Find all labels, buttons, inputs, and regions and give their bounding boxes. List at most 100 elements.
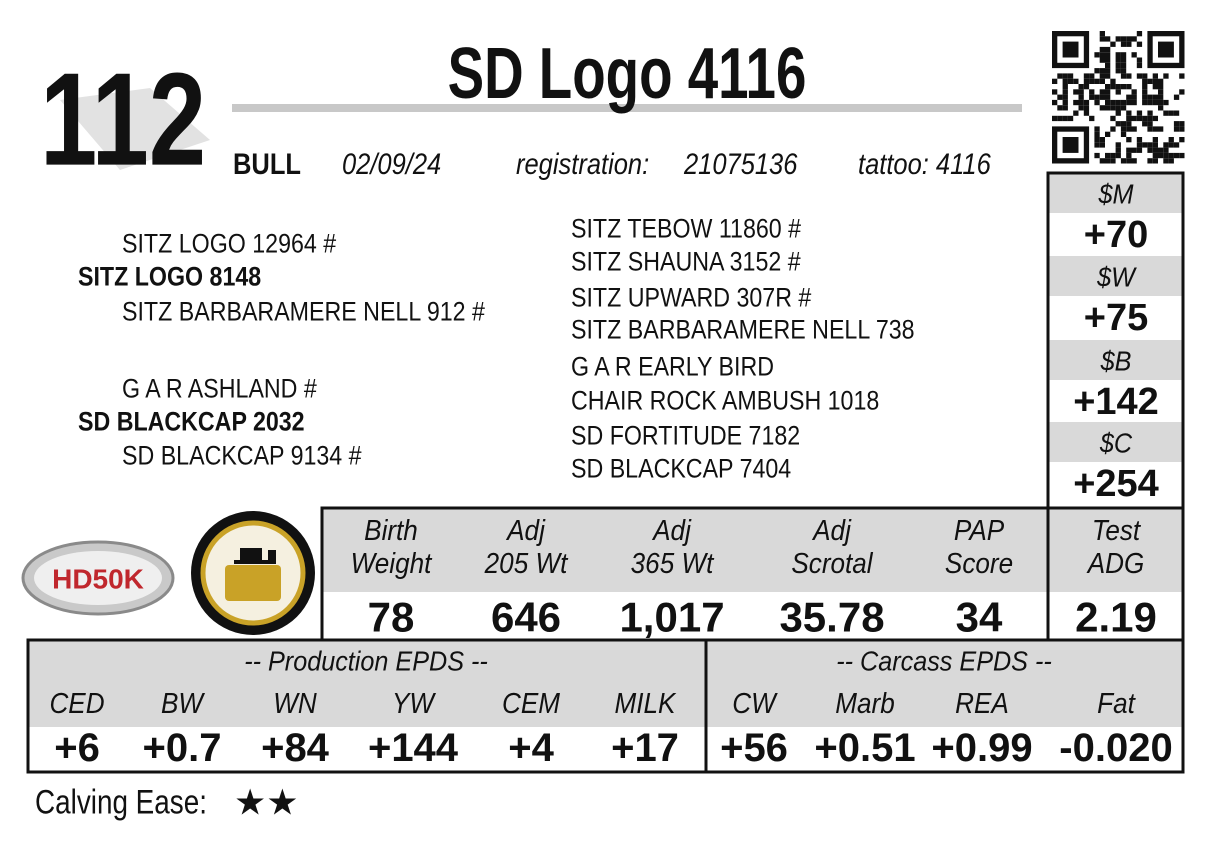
qr-module — [1094, 131, 1100, 137]
qr-module — [1152, 142, 1158, 148]
epd-value: +4 — [508, 726, 554, 770]
epd-header — [28, 640, 1183, 727]
qr-module — [1078, 89, 1084, 95]
qr-module — [1131, 115, 1137, 122]
qr-module — [1115, 147, 1121, 153]
pedigree-parent: SD BLACKCAP 2032 — [78, 407, 305, 437]
watermark — [60, 88, 210, 170]
qr-module — [1142, 121, 1148, 127]
qr-module — [1094, 152, 1100, 159]
qr-module — [1105, 105, 1111, 111]
performance-label: Adj — [811, 514, 851, 547]
qr-module — [1115, 52, 1121, 58]
qr-module — [1094, 126, 1100, 132]
qr-module — [1173, 121, 1180, 127]
qr-module — [1163, 147, 1169, 153]
qr-module — [1136, 41, 1143, 47]
index-value: +254 — [1073, 463, 1159, 505]
qr-module — [1120, 121, 1127, 127]
epd-label: CW — [732, 687, 778, 720]
performance-label: 365 Wt — [631, 547, 715, 580]
index-band — [1048, 340, 1183, 380]
qr-module — [1152, 73, 1158, 79]
performance-label: Adj — [651, 514, 691, 547]
qr-module — [1136, 73, 1143, 79]
qr-module — [1158, 147, 1164, 153]
qr-module — [1152, 84, 1158, 90]
qr-module — [1136, 115, 1143, 122]
qr-module — [1089, 115, 1095, 122]
qr-module — [1163, 152, 1169, 159]
qr-module — [1158, 94, 1164, 100]
qr-module — [1152, 137, 1158, 143]
qr-module — [1067, 78, 1074, 84]
qr-module — [1078, 99, 1084, 106]
qr-module — [1136, 142, 1143, 148]
qr-module — [1099, 36, 1105, 42]
index-value: +75 — [1084, 297, 1148, 339]
qr-module — [1083, 73, 1090, 79]
qr-module — [1147, 158, 1153, 164]
qr-module — [1083, 78, 1090, 84]
qr-module — [1062, 78, 1068, 84]
index-value: +70 — [1084, 214, 1148, 256]
qr-module — [1078, 94, 1084, 100]
hd50k-text: HD50K — [52, 564, 144, 595]
index-band — [1048, 422, 1183, 462]
title-rule — [232, 104, 1022, 112]
qr-module — [1136, 137, 1143, 143]
epd-value: +0.99 — [931, 726, 1032, 770]
epd-section-title: -- Production EPDS -- — [244, 645, 488, 677]
qr-module — [1158, 78, 1164, 84]
qr-module — [1126, 121, 1132, 127]
performance-value: 1,017 — [619, 594, 724, 641]
qr-module — [1179, 89, 1185, 95]
qr-module — [1120, 52, 1127, 58]
pedigree-parent: SITZ LOGO 8148 — [78, 262, 261, 292]
qr-finder — [1062, 41, 1079, 58]
pedigree-ancestor: CHAIR ROCK AMBUSH 1018 — [571, 386, 879, 416]
qr-module — [1136, 62, 1143, 69]
epd-section-title: -- Carcass EPDS -- — [836, 645, 1052, 677]
qr-module — [1158, 84, 1164, 90]
qr-module — [1126, 110, 1132, 116]
qr-module — [1089, 89, 1095, 95]
qr-module — [1089, 94, 1095, 100]
qr-module — [1179, 137, 1185, 143]
qr-module — [1094, 68, 1100, 74]
epd-label: Marb — [835, 687, 894, 720]
qr-module — [1126, 94, 1132, 100]
qr-module — [1131, 147, 1137, 153]
qr-module — [1131, 89, 1137, 95]
qr-module — [1173, 94, 1180, 100]
performance-label: Adj — [505, 514, 545, 547]
epd-label: CEM — [502, 687, 560, 720]
index-band — [1048, 256, 1183, 296]
qr-module — [1115, 152, 1121, 159]
qr-module — [1126, 126, 1132, 132]
qr-module — [1115, 36, 1121, 42]
qr-module — [1142, 73, 1148, 79]
qr-module — [1168, 137, 1174, 143]
qr-module — [1110, 115, 1116, 122]
qr-module — [1094, 78, 1100, 84]
qr-module — [1120, 73, 1127, 79]
epd-value: +144 — [368, 726, 459, 770]
qr-module — [1110, 152, 1116, 159]
epd-label: BW — [161, 687, 206, 720]
qr-module — [1152, 78, 1158, 84]
qr-module — [1099, 31, 1105, 37]
qr-module — [1089, 78, 1095, 84]
qr-module — [1105, 52, 1111, 58]
qr-module — [1179, 126, 1185, 132]
qr-module — [1052, 78, 1058, 84]
qr-module — [1158, 99, 1164, 106]
qr-module — [1073, 110, 1079, 116]
qr-module — [1147, 99, 1153, 106]
qr-module — [1062, 115, 1068, 122]
performance-label: Scrotal — [791, 547, 873, 580]
tattoo: tattoo: 4116 — [858, 147, 991, 180]
qr-module — [1168, 142, 1174, 148]
calving-ease-label: Calving Ease: — [35, 783, 207, 821]
